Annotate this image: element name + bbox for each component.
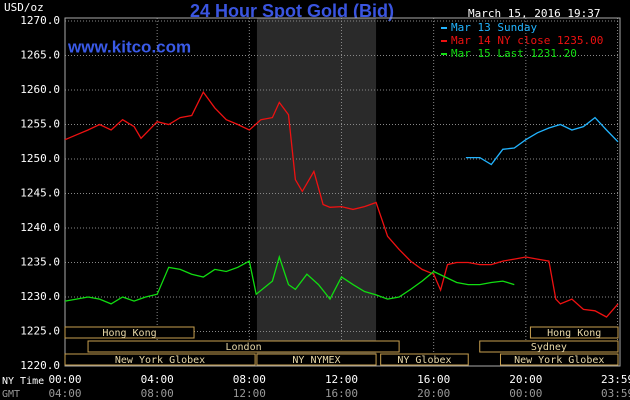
x-tick-label: 04:00	[141, 373, 174, 386]
y-tick-label: 1225.0	[20, 325, 60, 338]
y-tick-label: 1270.0	[20, 14, 60, 27]
plot-frame	[64, 17, 621, 367]
x-tick-label: 23:59	[601, 373, 630, 386]
x2-tick-label: 03:59	[601, 387, 630, 400]
series-line	[64, 254, 515, 305]
x2-tick-label: 00:00	[509, 387, 542, 400]
session-label: NY Globex	[397, 355, 451, 366]
plot-background	[256, 18, 377, 366]
x2-tick-label: 04:00	[48, 387, 81, 400]
x-tick-label: 08:00	[233, 373, 266, 386]
x-tick-label: 00:00	[48, 373, 81, 386]
session-box	[64, 353, 256, 366]
y-axis-label: USD/oz	[4, 1, 44, 14]
session-shade	[256, 18, 377, 366]
session-box	[256, 353, 377, 366]
session-label: NY NYMEX	[292, 355, 340, 366]
timestamp: March 15, 2016 19:37	[468, 7, 600, 20]
session-box	[87, 340, 400, 353]
legend-label: Mar 13 Sunday	[451, 21, 537, 34]
x-tick-label: 16:00	[417, 373, 450, 386]
session-label: Sydney	[531, 342, 567, 353]
source: www.kitco.com	[67, 37, 191, 56]
x2-tick-label: 08:00	[141, 387, 174, 400]
session-box	[479, 340, 619, 353]
y-tick-label: 1245.0	[20, 187, 60, 200]
series-line	[64, 90, 619, 318]
session-box	[499, 353, 619, 366]
legend-label: Mar 15 Last 1231.20	[451, 47, 577, 60]
x2-tick-label: 12:00	[233, 387, 266, 400]
y-tick-label: 1220.0	[20, 359, 60, 372]
x2-tick-label: 20:00	[417, 387, 450, 400]
x-tick-label: 12:00	[325, 373, 358, 386]
y-tick-label: 1255.0	[20, 118, 60, 131]
session-label: New York Globex	[115, 355, 205, 366]
x2-axis-label: GMT	[2, 389, 20, 400]
session-label: New York Globex	[514, 355, 604, 366]
session-box	[529, 326, 619, 339]
session-box	[380, 353, 469, 366]
y-tick-label: 1260.0	[20, 83, 60, 96]
y-tick-label: 1235.0	[20, 256, 60, 269]
x-tick-label: 20:00	[509, 373, 542, 386]
session-label: London	[226, 342, 262, 353]
chart-title: 24 Hour Spot Gold (Bid)	[190, 1, 394, 21]
session-label: Hong Kong	[102, 328, 156, 339]
x2-tick-label: 16:00	[325, 387, 358, 400]
x-axis-label: NY Time	[2, 376, 44, 387]
y-tick-label: 1240.0	[20, 221, 60, 234]
legend-label: Mar 14 NY close 1235.00	[451, 34, 603, 47]
session-box	[64, 326, 195, 339]
session-label: Hong Kong	[547, 328, 601, 339]
series-line	[465, 116, 619, 166]
y-tick-label: 1230.0	[20, 290, 60, 303]
y-tick-label: 1250.0	[20, 152, 60, 165]
y-tick-label: 1265.0	[20, 49, 60, 62]
